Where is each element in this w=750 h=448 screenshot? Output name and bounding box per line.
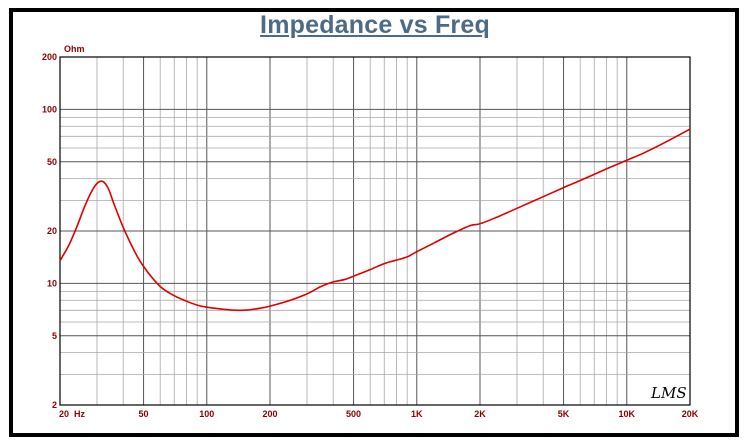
y-tick-label: 50 [47, 157, 57, 167]
grid [60, 57, 690, 405]
x-tick-label: 1K [411, 409, 423, 419]
x-tick-label: 20K [682, 409, 699, 419]
y-tick-label: 10 [47, 278, 57, 288]
x-tick-label: 20 Hz [59, 409, 86, 419]
y-tick-label: 20 [47, 226, 57, 236]
x-tick-label: 500 [346, 409, 361, 419]
x-tick-label: 50 [139, 409, 149, 419]
y-axis-ticks: 2 5 10 20 50 100 200 [42, 52, 57, 410]
x-tick-label: 10K [619, 409, 636, 419]
y-tick-label: 200 [42, 52, 57, 62]
y-tick-label: 5 [52, 331, 57, 341]
series [59, 128, 691, 312]
signature-logo: LMS [650, 384, 687, 402]
x-tick-label: 200 [262, 409, 277, 419]
x-tick-label: 2K [474, 409, 486, 419]
plot-border [59, 56, 691, 406]
x-tick-label: 100 [199, 409, 214, 419]
x-tick-label: 5K [558, 409, 570, 419]
x-axis-ticks: 20 Hz 50 100 200 500 1K 2K 5K 10K 20K [59, 409, 699, 419]
impedance-curve [59, 128, 691, 312]
y-tick-label: 2 [52, 400, 57, 410]
y-tick-label: 100 [42, 104, 57, 114]
y-unit-label: Ohm [64, 44, 85, 54]
chart-title: Impedance vs Freq [260, 11, 490, 39]
